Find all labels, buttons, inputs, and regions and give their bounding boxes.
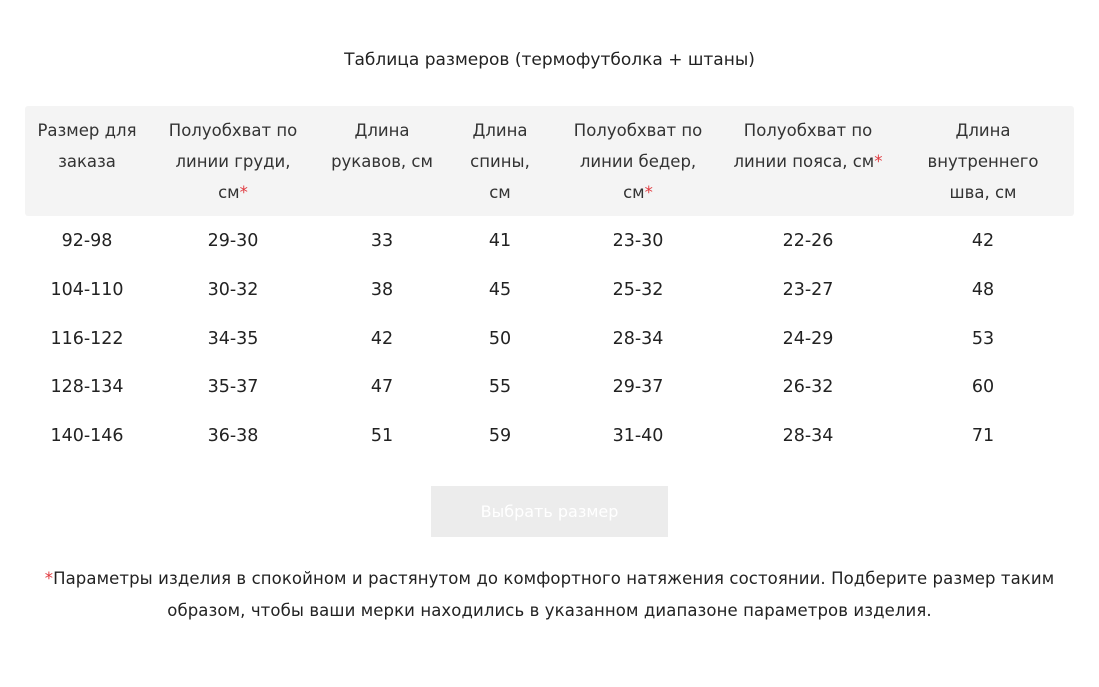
table-cell: 24-29 bbox=[782, 329, 834, 349]
table-cell: 25-32 bbox=[612, 280, 664, 300]
column-header: Полуобхват по линии груди, см* bbox=[158, 115, 308, 208]
table-cell: 31-40 bbox=[612, 426, 664, 446]
table-cell: 140-146 bbox=[50, 426, 124, 446]
table-cell: 23-30 bbox=[612, 231, 664, 251]
table-cell: 48 bbox=[971, 280, 995, 300]
table-cell: 34-35 bbox=[207, 329, 259, 349]
table-cell: 33 bbox=[370, 231, 394, 251]
header-text: Размер для заказа bbox=[37, 121, 137, 171]
table-header-background bbox=[25, 106, 1074, 216]
table-cell: 28-34 bbox=[782, 426, 834, 446]
column-header: Длина рукавов, см bbox=[320, 115, 445, 177]
column-header: Полуобхват по линии бедер, см* bbox=[563, 115, 713, 208]
table-cell: 29-30 bbox=[207, 231, 259, 251]
header-text: Длина спины, см bbox=[470, 121, 530, 202]
table-cell: 38 bbox=[370, 280, 394, 300]
select-size-button[interactable]: Выбрать размер bbox=[431, 486, 668, 537]
column-header: Длина спины, см bbox=[464, 115, 536, 208]
header-text: Длина рукавов, см bbox=[331, 121, 433, 171]
footnote-mark: * bbox=[44, 569, 54, 588]
header-text: Полуобхват по линии бедер, см bbox=[573, 121, 703, 202]
table-cell: 42 bbox=[971, 231, 995, 251]
table-cell: 36-38 bbox=[207, 426, 259, 446]
column-header: Длина внутреннего шва, см bbox=[917, 115, 1049, 208]
title: Таблица размеров (термофутболка + штаны) bbox=[344, 50, 755, 70]
table-cell: 23-27 bbox=[782, 280, 834, 300]
table-cell: 41 bbox=[488, 231, 512, 251]
table-cell: 45 bbox=[488, 280, 512, 300]
table-cell: 128-134 bbox=[50, 377, 124, 397]
header-text: Длина внутреннего шва, см bbox=[927, 121, 1039, 202]
required-mark: * bbox=[239, 183, 248, 202]
required-mark: * bbox=[644, 183, 653, 202]
header-text: Полуобхват по линии пояса, см bbox=[733, 121, 875, 171]
column-header: Размер для заказа bbox=[27, 115, 147, 177]
table-cell: 104-110 bbox=[50, 280, 124, 300]
required-mark: * bbox=[874, 152, 883, 171]
table-cell: 50 bbox=[488, 329, 512, 349]
table-cell: 26-32 bbox=[782, 377, 834, 397]
table-cell: 71 bbox=[971, 426, 995, 446]
table-cell: 116-122 bbox=[50, 329, 124, 349]
table-cell: 29-37 bbox=[612, 377, 664, 397]
footnote-text: Параметры изделия в спокойном и растянут… bbox=[53, 569, 1055, 620]
table-cell: 22-26 bbox=[782, 231, 834, 251]
footnote: *Параметры изделия в спокойном и растяну… bbox=[20, 563, 1079, 627]
table-cell: 55 bbox=[488, 377, 512, 397]
table-cell: 47 bbox=[370, 377, 394, 397]
table-cell: 60 bbox=[971, 377, 995, 397]
table-cell: 30-32 bbox=[207, 280, 259, 300]
header-text: Полуобхват по линии груди, см bbox=[168, 121, 298, 202]
table-cell: 53 bbox=[971, 329, 995, 349]
table-cell: 51 bbox=[370, 426, 394, 446]
table-cell: 28-34 bbox=[612, 329, 664, 349]
table-cell: 92-98 bbox=[61, 231, 113, 251]
table-cell: 35-37 bbox=[207, 377, 259, 397]
table-cell: 59 bbox=[488, 426, 512, 446]
table-cell: 42 bbox=[370, 329, 394, 349]
column-header: Полуобхват по линии пояса, см* bbox=[733, 115, 883, 177]
